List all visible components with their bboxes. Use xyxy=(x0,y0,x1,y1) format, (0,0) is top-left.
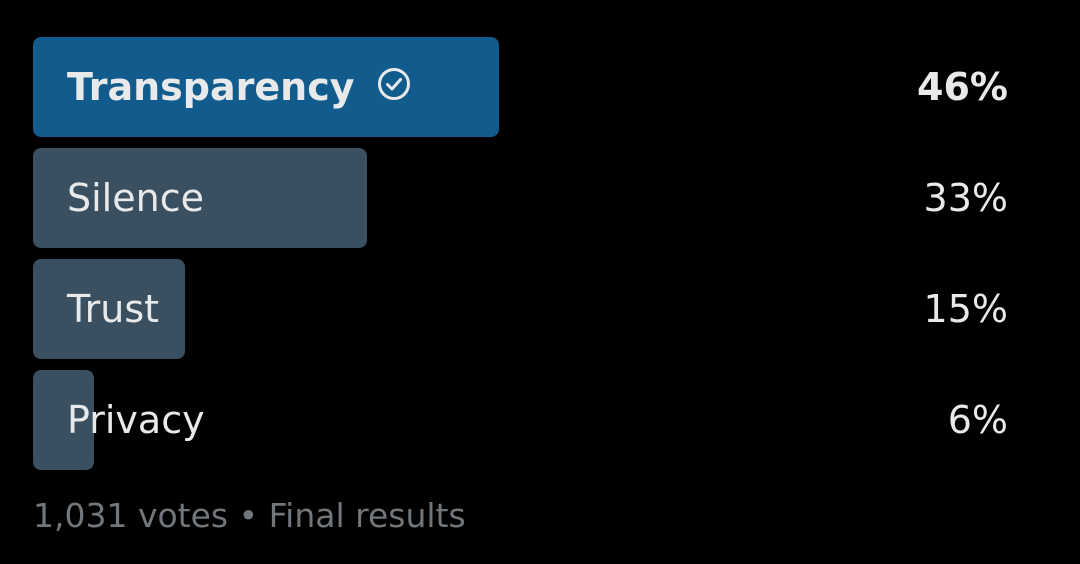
poll-option-percent: 33% xyxy=(923,176,1008,220)
poll-option-percent: 6% xyxy=(947,398,1008,442)
poll-option-label: Transparency xyxy=(67,65,355,109)
check-circle-icon xyxy=(377,68,410,100)
poll-option-transparency: Transparency 46% xyxy=(33,37,1008,137)
poll-option-bar xyxy=(33,148,367,248)
poll-status: Final results xyxy=(268,496,466,535)
poll-option-bar xyxy=(33,37,499,137)
poll-results: Transparency 46% Silence 33% Trust 15% P… xyxy=(33,37,1008,481)
poll-option-label: Silence xyxy=(67,176,204,220)
poll-option-label: Trust xyxy=(67,287,160,331)
footer-separator: • xyxy=(238,496,259,535)
poll-option-bar xyxy=(33,259,185,359)
poll-option-label: Privacy xyxy=(67,398,205,442)
poll-option-bar xyxy=(33,370,94,470)
poll-option-silence: Silence 33% xyxy=(33,148,1008,248)
poll-footer: 1,031 votes • Final results xyxy=(33,496,466,535)
poll-option-percent: 46% xyxy=(917,65,1008,109)
poll-option-percent: 15% xyxy=(923,287,1008,331)
poll-option-privacy: Privacy 6% xyxy=(33,370,1008,470)
vote-count: 1,031 votes xyxy=(33,496,229,535)
poll-option-trust: Trust 15% xyxy=(33,259,1008,359)
